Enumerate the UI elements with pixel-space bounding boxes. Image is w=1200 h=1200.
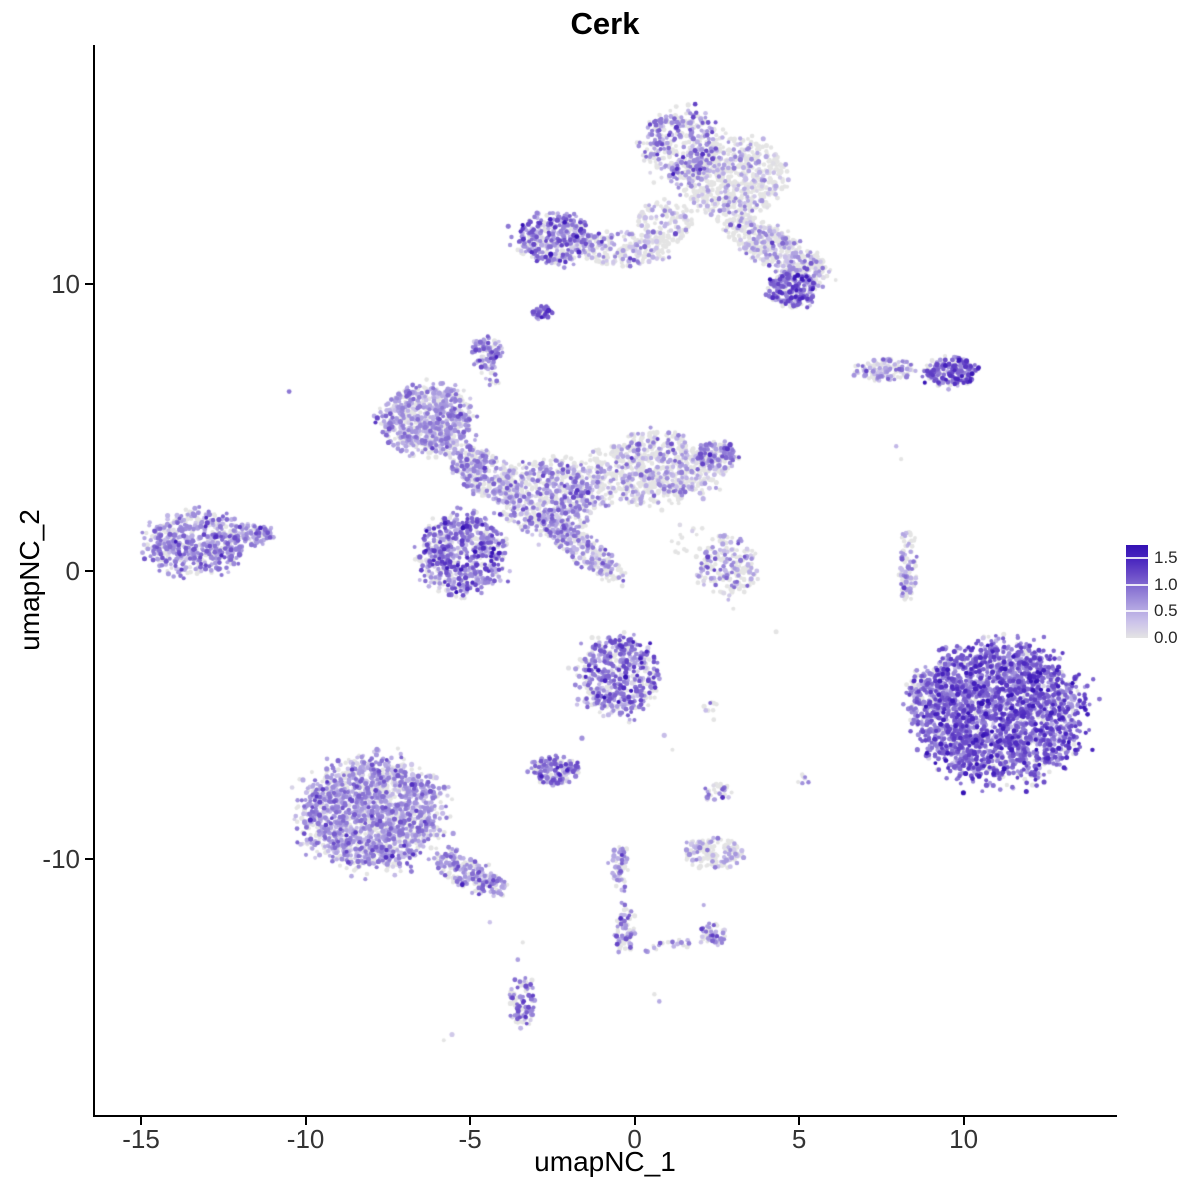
x-axis-tick-label: -5 <box>458 1124 482 1154</box>
legend-tick-label: 1.0 <box>1154 574 1178 594</box>
legend-break-tick <box>1126 610 1148 613</box>
x-axis-tick <box>633 1117 636 1125</box>
y-axis-line <box>93 45 95 1117</box>
plot-title: Cerk <box>570 6 640 41</box>
y-axis-tick-label: -10 <box>42 844 80 874</box>
legend-break-tick <box>1126 583 1148 586</box>
x-axis-tick <box>469 1117 472 1125</box>
x-axis-tick-label: -15 <box>122 1124 160 1154</box>
legend-tick-label: 0.5 <box>1154 601 1178 621</box>
legend-tick-label: 0.0 <box>1154 628 1178 647</box>
colorbar-gradient <box>1126 545 1148 638</box>
legend-tick-label: 1.5 <box>1154 548 1178 568</box>
y-axis-tick-label: 0 <box>65 556 80 587</box>
y-axis-tick <box>85 282 93 285</box>
x-axis-tick <box>798 1117 801 1125</box>
x-axis-tick <box>304 1117 307 1125</box>
y-axis-title: umapNC_2 <box>14 509 45 651</box>
x-axis-tick <box>962 1117 965 1125</box>
x-axis-tick-label: 10 <box>949 1124 979 1154</box>
x-axis-tick-label: 0 <box>627 1124 642 1154</box>
y-axis-tick-label: 10 <box>51 268 80 299</box>
x-axis-tick-label: -10 <box>286 1124 325 1154</box>
legend-break-tick <box>1126 557 1148 560</box>
x-axis-title: umapNC_1 <box>534 1146 676 1177</box>
y-axis-tick <box>85 858 93 860</box>
x-axis-tick <box>140 1117 143 1125</box>
y-axis-tick <box>85 570 93 573</box>
x-axis-line <box>93 1115 1117 1117</box>
x-axis-tick-label: 5 <box>791 1124 807 1154</box>
